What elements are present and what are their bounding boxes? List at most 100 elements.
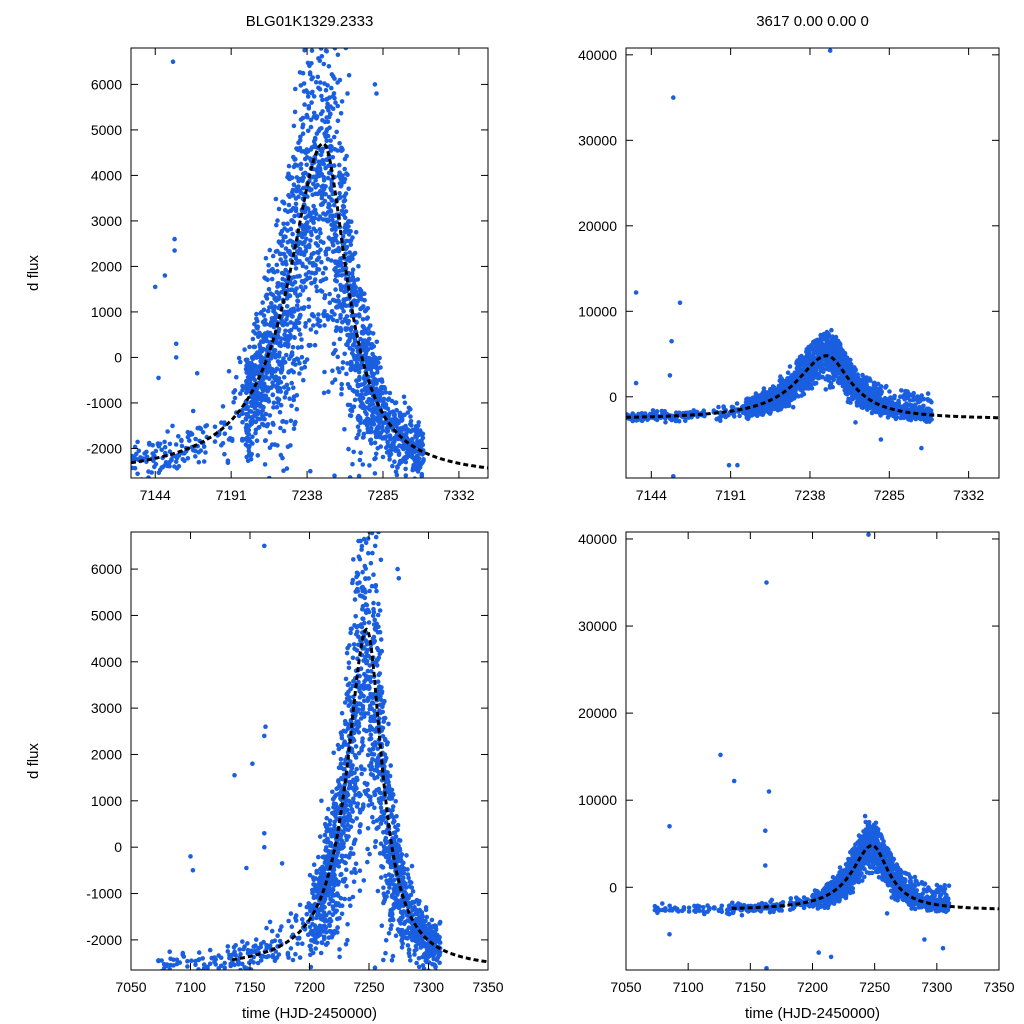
data-point (884, 383, 889, 389)
data-point (755, 413, 760, 419)
data-point (313, 946, 319, 951)
data-point (309, 61, 314, 66)
data-point (212, 439, 218, 444)
data-point (365, 315, 371, 320)
data-point (291, 123, 297, 129)
data-point (288, 327, 294, 333)
data-point (296, 935, 302, 941)
data-point (300, 70, 306, 76)
data-point (349, 271, 355, 276)
data-point (310, 75, 316, 80)
data-point (132, 465, 138, 471)
data-point (306, 318, 312, 323)
data-point (156, 375, 161, 381)
data-point (887, 389, 892, 394)
data-point (307, 34, 312, 39)
data-point (255, 453, 261, 458)
data-point (367, 463, 372, 468)
data-point (271, 422, 276, 427)
data-point (237, 947, 242, 952)
data-point (201, 962, 207, 967)
data-point (281, 201, 287, 206)
data-point (301, 305, 307, 310)
data-point (262, 462, 268, 467)
y-tick-label: 4000 (91, 167, 122, 183)
data-point (329, 144, 334, 149)
data-point (321, 240, 326, 245)
data-point (313, 80, 319, 85)
y-tick-label: 3000 (91, 213, 122, 229)
data-point (830, 334, 835, 339)
data-point (306, 304, 312, 310)
x-tick-label: 7191 (715, 487, 746, 503)
data-point (293, 918, 299, 923)
data-point (144, 454, 150, 460)
data-point (271, 405, 276, 410)
data-point (232, 395, 238, 401)
data-point (291, 182, 297, 187)
data-point (342, 198, 348, 203)
data-point (259, 359, 265, 365)
data-point (326, 389, 331, 395)
data-point (677, 300, 683, 306)
data-point (331, 163, 337, 168)
data-point (799, 353, 804, 359)
data-point (254, 438, 260, 444)
data-point (374, 410, 380, 416)
data-point (330, 380, 335, 385)
data-point (368, 437, 374, 443)
data-point (827, 48, 833, 53)
data-point (360, 317, 366, 322)
data-point (255, 960, 261, 966)
data-point (238, 967, 243, 970)
data-point (321, 178, 327, 183)
panel-title: BLG01K1329.2333 (246, 13, 374, 30)
data-point (300, 941, 305, 946)
data-point (346, 318, 352, 324)
data-point (787, 364, 793, 369)
data-point (286, 342, 291, 347)
data-point (420, 442, 426, 448)
data-point (335, 103, 341, 109)
data-point (349, 313, 355, 319)
data-point (340, 234, 346, 239)
data-point (316, 32, 321, 37)
data-point (345, 172, 350, 177)
data-point (282, 360, 288, 365)
x-tick-label: 7285 (874, 487, 905, 503)
data-point (352, 250, 358, 256)
data-point (669, 417, 675, 423)
data-point (375, 360, 381, 365)
data-point (919, 445, 924, 451)
data-point (305, 220, 310, 225)
data-point (896, 400, 901, 406)
data-point (316, 234, 321, 240)
data-point (311, 110, 317, 116)
data-point (238, 359, 243, 365)
data-point (337, 77, 343, 83)
data-point (399, 417, 405, 423)
data-point (177, 960, 183, 965)
data-point (393, 400, 399, 405)
data-point (185, 958, 190, 964)
data-point (809, 386, 815, 391)
data-point (340, 173, 345, 178)
data-point (683, 418, 688, 424)
data-point (315, 243, 321, 248)
data-point (385, 406, 391, 412)
data-point (366, 336, 372, 342)
data-point (361, 526, 366, 531)
data-point (283, 246, 289, 251)
data-point (338, 312, 343, 318)
data-point (310, 950, 316, 956)
data-point (162, 439, 167, 445)
data-point (291, 193, 296, 198)
data-point (816, 371, 822, 377)
data-point (392, 412, 398, 418)
y-tick-label: 2000 (91, 258, 122, 274)
data-point (281, 285, 286, 291)
data-point (289, 352, 295, 358)
data-point (337, 247, 342, 253)
data-point (301, 377, 306, 383)
data-point (325, 119, 331, 125)
